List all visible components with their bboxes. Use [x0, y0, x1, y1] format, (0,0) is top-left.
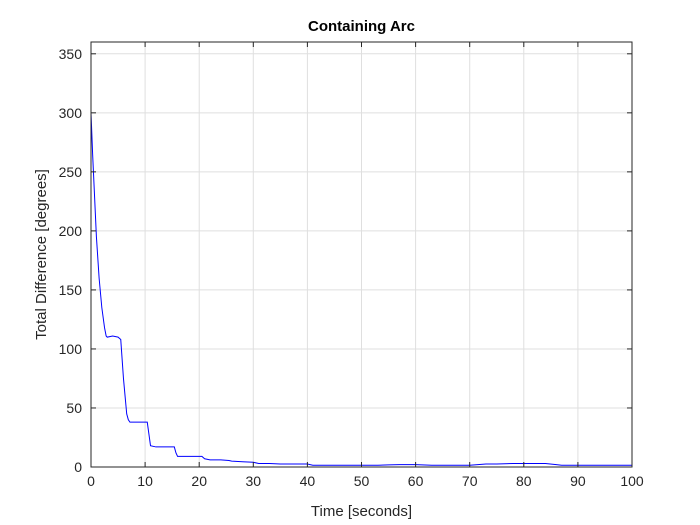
x-axis-label: Time [seconds]	[311, 503, 412, 520]
chart-title: Containing Arc	[308, 18, 415, 35]
y-tick-label: 150	[59, 282, 83, 298]
y-tick-label: 350	[59, 46, 83, 62]
y-tick-label: 0	[74, 459, 82, 475]
y-tick-label: 300	[59, 105, 83, 121]
x-tick-label: 0	[87, 473, 95, 489]
x-tick-label: 100	[620, 473, 644, 489]
y-tick-label: 100	[59, 341, 83, 357]
y-axis: 0 50 100 150 200 250 300 350	[59, 46, 632, 475]
x-tick-label: 10	[137, 473, 153, 489]
y-tick-label: 50	[66, 400, 82, 416]
grid-lines	[91, 42, 632, 467]
x-tick-label: 50	[354, 473, 370, 489]
series-line	[90, 112, 632, 466]
x-tick-label: 70	[462, 473, 478, 489]
x-tick-label: 90	[570, 473, 586, 489]
y-axis-label: Total Difference [degrees]	[33, 169, 50, 340]
x-tick-label: 20	[191, 473, 207, 489]
x-axis: 0 10 20 30 40 50 60 70 80 90 100	[87, 42, 644, 489]
x-tick-label: 30	[246, 473, 262, 489]
x-tick-label: 80	[516, 473, 532, 489]
y-tick-label: 200	[59, 223, 83, 239]
x-tick-label: 40	[300, 473, 316, 489]
y-tick-label: 250	[59, 164, 83, 180]
x-tick-label: 60	[408, 473, 424, 489]
